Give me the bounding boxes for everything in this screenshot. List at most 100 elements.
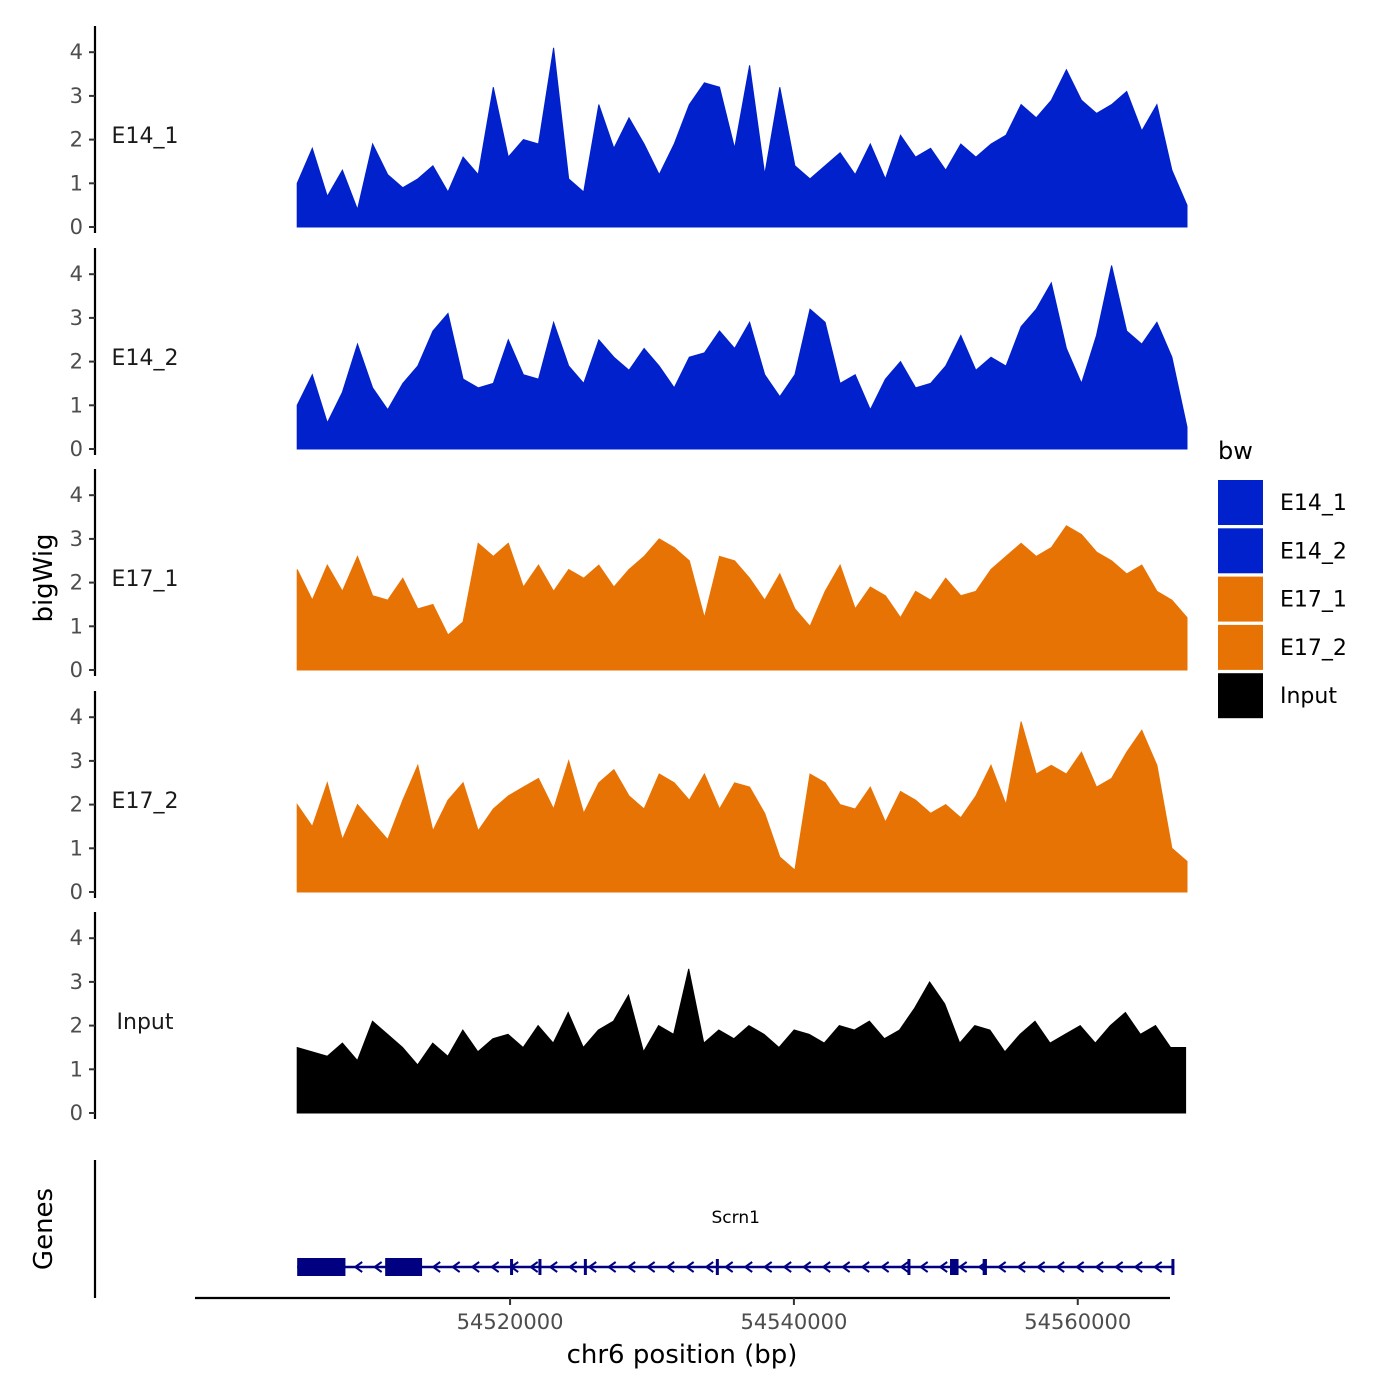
- x-axis-title: chr6 position (bp): [567, 1340, 798, 1370]
- y-tick-label: 4: [70, 705, 83, 729]
- strand-arrow: [684, 1261, 695, 1273]
- strand-arrow: [899, 1261, 909, 1273]
- strand-arrow: [1133, 1261, 1143, 1273]
- strand-arrow: [996, 1261, 1007, 1273]
- track-label: E17_2: [112, 789, 179, 814]
- x-tick-label: 54520000: [457, 1310, 564, 1334]
- track-label: E14_1: [112, 124, 179, 149]
- gene-exon: [510, 1259, 514, 1275]
- y-tick-label: 4: [70, 483, 83, 507]
- strand-arrow: [879, 1261, 890, 1273]
- strand-arrow: [782, 1261, 792, 1273]
- y-tick-label: 0: [70, 1101, 83, 1125]
- genes-axis-title: Genes: [29, 1188, 59, 1270]
- strand-arrow: [1055, 1261, 1065, 1273]
- legend-key-E14_1: [1218, 480, 1263, 525]
- x-tick-label: 54560000: [1024, 1310, 1131, 1334]
- y-tick-label: 0: [70, 215, 83, 239]
- strand-arrow: [762, 1261, 773, 1273]
- strand-arrow: [665, 1261, 675, 1273]
- strand-arrow: [1074, 1261, 1085, 1273]
- gene-exon: [715, 1259, 719, 1275]
- strand-arrow: [743, 1261, 753, 1273]
- track-area-E17_2: [296, 721, 1188, 893]
- track-Input: 0 1 2 3 4 Input: [70, 911, 1187, 1125]
- y-tick-label: 3: [70, 306, 83, 330]
- y-tick-label: 4: [70, 926, 83, 950]
- strand-arrow: [704, 1261, 714, 1273]
- y-tick-label: 2: [70, 350, 83, 374]
- strand-arrow: [918, 1261, 929, 1273]
- track-E14_2: 0 1 2 3 4 E14_2: [70, 247, 1188, 461]
- strand-arrow: [567, 1261, 578, 1273]
- strand-arrow: [489, 1261, 500, 1273]
- strand-arrow: [1016, 1261, 1026, 1273]
- strand-arrow: [840, 1261, 851, 1273]
- y-axis-title: bigWig: [29, 533, 59, 622]
- strand-arrow: [431, 1261, 441, 1273]
- y-tick-label: 0: [70, 437, 83, 461]
- legend-label: Input: [1280, 684, 1337, 709]
- y-tick-label: 1: [70, 393, 83, 417]
- legend-label: E17_1: [1280, 588, 1347, 613]
- gene-exon: [538, 1259, 542, 1275]
- y-tick-label: 2: [70, 571, 83, 595]
- strand-arrow: [938, 1261, 948, 1273]
- strand-arrow: [548, 1261, 558, 1273]
- y-tick-label: 1: [70, 614, 83, 638]
- y-tick-label: 0: [70, 880, 83, 904]
- track-area-E14_1: [296, 47, 1188, 228]
- gene-exon: [950, 1259, 959, 1275]
- track-label: E14_2: [112, 346, 179, 371]
- strand-arrow: [372, 1261, 383, 1273]
- legend-key-E17_1: [1218, 576, 1263, 622]
- strand-arrow: [801, 1261, 812, 1273]
- track-label: Input: [117, 1010, 174, 1035]
- y-tick-label: 3: [70, 749, 83, 773]
- legend-label: E17_2: [1280, 636, 1347, 661]
- track-E14_1: 0 1 2 3 4 E14_1: [70, 25, 1188, 239]
- strand-arrow: [957, 1261, 968, 1273]
- y-tick-label: 4: [70, 40, 83, 64]
- strand-arrow: [1113, 1261, 1124, 1273]
- gene-exon: [385, 1258, 423, 1276]
- track-E17_1: 0 1 2 3 4 E17_1: [70, 468, 1188, 682]
- strand-arrow: [860, 1261, 870, 1273]
- legend-title: bw: [1218, 437, 1253, 465]
- gene-exon: [907, 1259, 911, 1275]
- y-tick-label: 2: [70, 128, 83, 152]
- legend-key-E14_2: [1218, 528, 1263, 574]
- y-tick-label: 3: [70, 970, 83, 994]
- y-tick-label: 2: [70, 1014, 83, 1038]
- x-tick-label: 54540000: [740, 1310, 847, 1334]
- y-tick-label: 2: [70, 793, 83, 817]
- tracks-layer: 0 1 2 3 4 E14_1 0 1 2 3 4 E14_2 0 1 2 3 4 E17_1 0 1 2 3 4 E17_2…: [70, 25, 1188, 1125]
- strand-arrow: [450, 1261, 461, 1273]
- track-label: E17_1: [112, 567, 179, 592]
- strand-arrow: [528, 1261, 539, 1273]
- legend-key-E17_2: [1218, 624, 1263, 670]
- gene-exon: [982, 1259, 987, 1275]
- legend-label: E14_1: [1280, 491, 1347, 516]
- track-area-Input: [296, 968, 1187, 1114]
- strand-arrow: [645, 1261, 656, 1273]
- strand-arrow: [723, 1261, 734, 1273]
- strand-arrow: [1152, 1261, 1163, 1273]
- gene-exon: [1171, 1259, 1175, 1275]
- y-tick-label: 3: [70, 84, 83, 108]
- y-tick-label: 1: [70, 171, 83, 195]
- x-axis: 54520000 54540000 54560000: [195, 1296, 1170, 1334]
- gene-track: Scrn1: [93, 1160, 1175, 1298]
- strand-arrow: [470, 1261, 480, 1273]
- track-area-E17_1: [296, 525, 1188, 671]
- gene-exon: [297, 1258, 346, 1276]
- strand-arrow: [821, 1261, 831, 1273]
- y-tick-label: 1: [70, 836, 83, 860]
- y-tick-label: 4: [70, 262, 83, 286]
- legend-label: E14_2: [1280, 539, 1347, 564]
- legend-key-Input: [1218, 673, 1263, 719]
- strand-arrow: [587, 1261, 597, 1273]
- strand-arrow: [1035, 1261, 1046, 1273]
- track-E17_2: 0 1 2 3 4 E17_2: [70, 690, 1188, 904]
